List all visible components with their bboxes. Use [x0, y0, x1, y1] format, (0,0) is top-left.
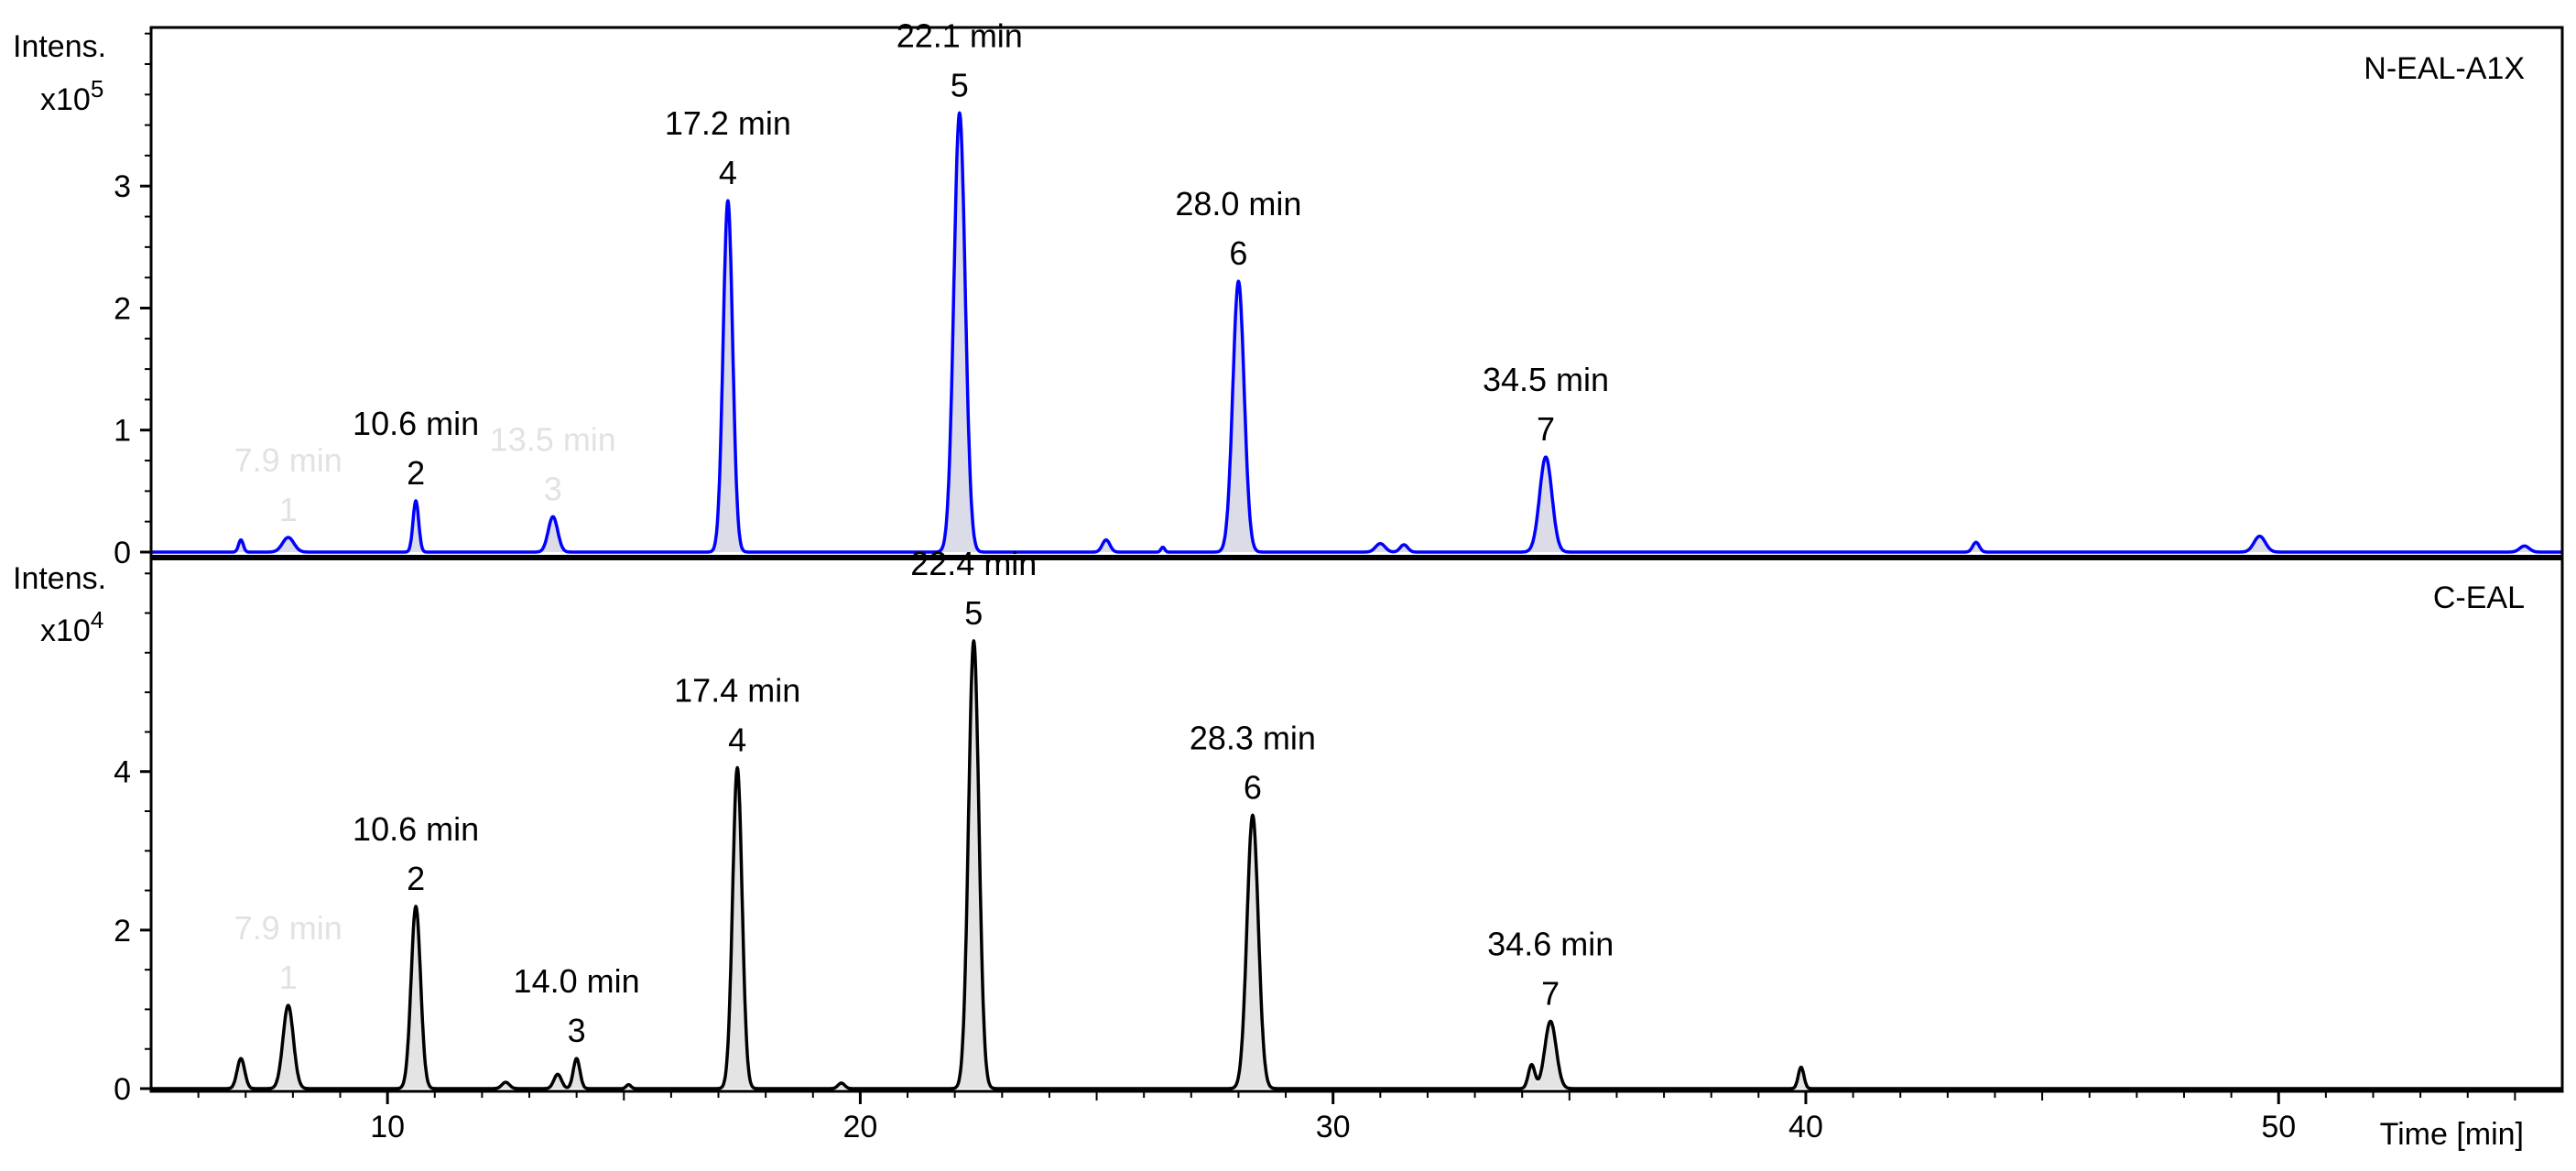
peak-number-5: 5	[964, 594, 983, 632]
trace-c-eal	[149, 639, 2564, 1090]
peak-time-label-4: 17.2 min	[665, 104, 791, 142]
peak-number-1: 1	[279, 491, 298, 528]
y-tick-label: 1	[114, 414, 131, 449]
x-axis: 10 20 30 40 50 Time [min]	[197, 1091, 2524, 1152]
y-axis-unit-base: x10	[40, 613, 91, 648]
peak-time-label-3: 13.5 min	[490, 420, 616, 458]
y-tick-label: 2	[114, 914, 131, 949]
y-axis-label: Intens.	[13, 561, 106, 596]
peak-number-3: 3	[568, 1012, 586, 1049]
y-tick-label: 3	[114, 169, 131, 204]
peak-time-label-2: 10.6 min	[353, 405, 479, 442]
peak-time-label-6: 28.3 min	[1190, 719, 1316, 756]
peak-time-label-5: 22.1 min	[897, 16, 1023, 54]
trace-line	[149, 639, 2564, 1090]
y-axis-unit: x104	[40, 606, 103, 648]
peak-annotations-c-eal: 1 7.9 min 2 10.6 min 3 14.0 min 4 17.4 min 5 22.4…	[234, 545, 1614, 1049]
x-tick-label: 40	[1788, 1110, 1823, 1144]
trace-name-label: C-EAL	[2433, 580, 2525, 615]
peak-time-label-1: 7.9 min	[234, 909, 342, 947]
peak-time-label-1: 7.9 min	[234, 441, 342, 479]
y-axis-unit-exponent: 5	[91, 75, 103, 103]
peak-time-label-6: 28.0 min	[1175, 185, 1301, 222]
peak-number-7: 7	[1537, 410, 1555, 448]
trace-n-eal-a1x	[149, 111, 2564, 554]
x-tick-label: 50	[2261, 1110, 2296, 1144]
x-axis-ticks: 10 20 30 40 50	[197, 1091, 2516, 1144]
peak-number-1: 1	[279, 959, 298, 996]
trace-name-label: N-EAL-A1X	[2364, 51, 2525, 86]
peak-number-7: 7	[1541, 974, 1560, 1012]
y-tick-label: 2	[114, 291, 131, 326]
y-tick-label: 0	[114, 1072, 131, 1107]
peak-number-6: 6	[1244, 768, 1262, 806]
trace-line	[149, 111, 2564, 554]
y-axis-unit-base: x10	[40, 82, 91, 117]
peak-number-6: 6	[1229, 234, 1247, 272]
y-axis-unit: x105	[40, 75, 103, 117]
peak-time-label-5: 22.4 min	[910, 545, 1037, 582]
x-axis-label: Time [min]	[2380, 1117, 2524, 1152]
peak-time-label-7: 34.5 min	[1483, 361, 1609, 398]
peak-number-4: 4	[728, 721, 746, 758]
y-tick-label: 0	[114, 536, 131, 570]
y-axis-label: Intens.	[13, 29, 106, 64]
peak-number-2: 2	[407, 454, 425, 492]
peak-number-2: 2	[407, 860, 425, 897]
peak-time-label-3: 14.0 min	[514, 962, 640, 1000]
y-axis-unit-exponent: 4	[91, 606, 103, 634]
x-tick-label: 30	[1316, 1110, 1351, 1144]
peak-number-4: 4	[719, 154, 737, 191]
peak-time-label-2: 10.6 min	[353, 810, 479, 848]
panel-n-eal-a1x: 1 7.9 min 2 10.6 min 3 13.5 min 4 17.2 min 5 22.1…	[13, 16, 2564, 570]
x-tick-label: 10	[370, 1110, 405, 1144]
peak-number-3: 3	[544, 470, 562, 507]
peak-number-5: 5	[951, 66, 969, 103]
peak-annotations-n-eal-a1x: 1 7.9 min 2 10.6 min 3 13.5 min 4 17.2 min 5 22.1…	[234, 16, 1609, 528]
x-tick-label: 20	[842, 1110, 877, 1144]
panel-c-eal: 1 7.9 min 2 10.6 min 3 14.0 min 4 17.4 min 5 22.4…	[13, 545, 2564, 1107]
peak-time-label-4: 17.4 min	[674, 671, 800, 709]
y-tick-label: 4	[114, 755, 131, 790]
peak-time-label-7: 34.6 min	[1487, 925, 1614, 962]
